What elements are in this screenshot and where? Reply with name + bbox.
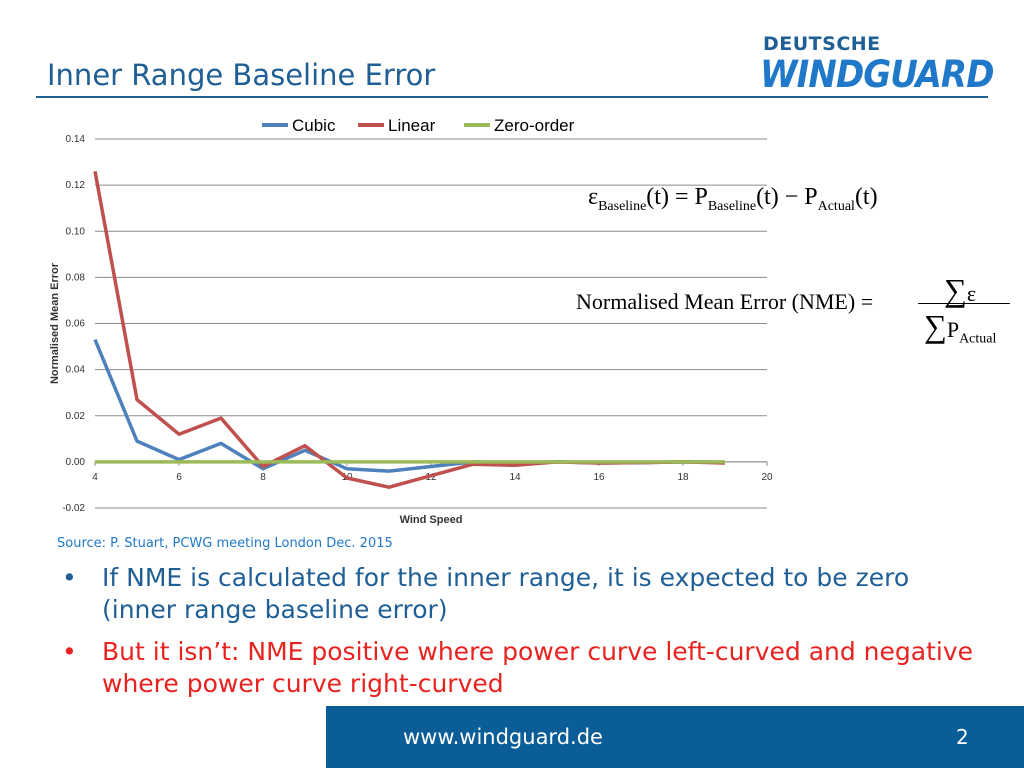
bullet-text: If NME is calculated for the inner range…: [102, 563, 910, 624]
nme-denominator: ∑PActual: [924, 308, 996, 347]
formula-end: (t): [854, 184, 878, 210]
logo-deutsche-text: DEUTSCHE: [763, 33, 881, 55]
sum-symbol-den: ∑: [924, 308, 947, 344]
y-tick-label: 0.10: [66, 226, 86, 237]
bullet-1: • If NME is calculated for the inner ran…: [62, 562, 982, 626]
y-tick-label: 0.12: [66, 180, 86, 191]
x-tick-label: 18: [677, 472, 689, 483]
footer-bar: www.windguard.de 2: [326, 706, 1024, 768]
series-line-linear: [93, 170, 726, 489]
formula-mid: (t) = P: [646, 184, 708, 210]
nme-num-epsilon: ε: [966, 281, 977, 306]
y-tick-label: 0.04: [66, 365, 86, 376]
y-tick-label: 0.06: [66, 319, 86, 330]
baseline-error-formula: εBaseline(t) = PBaseline(t) − PActual(t): [588, 184, 878, 215]
x-tick-label: 6: [176, 472, 182, 483]
legend-label: Linear: [388, 116, 436, 135]
series-line-cubic: [93, 338, 726, 473]
bullet-marker: •: [62, 563, 77, 592]
x-tick-label: 4: [92, 472, 98, 483]
legend-label: Cubic: [292, 116, 336, 135]
legend-label: Zero-order: [494, 116, 575, 135]
fraction-bar: [918, 303, 1010, 304]
slide-title: Inner Range Baseline Error: [47, 58, 436, 92]
formula-sub-baseline2: Baseline: [707, 198, 757, 214]
x-tick-label: 8: [260, 472, 266, 483]
nme-numerator: ∑ε: [944, 272, 976, 309]
x-tick-label: 16: [593, 472, 605, 483]
x-axis-label: Wind Speed: [400, 514, 463, 526]
bullet-marker: •: [62, 637, 77, 666]
formula-sub-actual: Actual: [817, 198, 855, 214]
page-number: 2: [956, 725, 969, 749]
y-tick-label: 0.00: [66, 457, 86, 468]
formula-mid2: (t) − P: [756, 184, 818, 210]
source-citation: Source: P. Stuart, PCWG meeting London D…: [57, 536, 393, 551]
logo-windguard-text: WINDGUARD: [760, 53, 994, 96]
formula-sub-baseline: Baseline: [598, 198, 647, 214]
title-underline: [36, 96, 988, 98]
sum-symbol: ∑: [944, 272, 967, 308]
y-tick-label: 0.02: [66, 411, 86, 422]
nme-formula-label: Normalised Mean Error (NME) =: [576, 289, 874, 314]
nme-line-chart: -0.02 0.00 0.02 0.04 0.06 0.08 0.10 0.12 0.14 4 6 8…: [49, 116, 773, 526]
formula-epsilon: ε: [588, 184, 599, 210]
x-tick-label: 14: [509, 472, 521, 483]
nme-den-p: P: [946, 317, 960, 342]
y-tick-label: 0.14: [66, 134, 86, 145]
y-axis-label: Normalised Mean Error: [49, 262, 61, 384]
y-tick-label: -0.02: [62, 503, 85, 514]
bullet-text: But it isn’t: NME positive where power c…: [102, 637, 974, 698]
bullet-2: • But it isn’t: NME positive where power…: [62, 636, 982, 700]
footer-url-link[interactable]: www.windguard.de: [403, 725, 603, 749]
nme-den-sub: Actual: [959, 331, 997, 347]
x-tick-label: 20: [761, 472, 773, 483]
y-tick-label: 0.08: [66, 272, 86, 283]
